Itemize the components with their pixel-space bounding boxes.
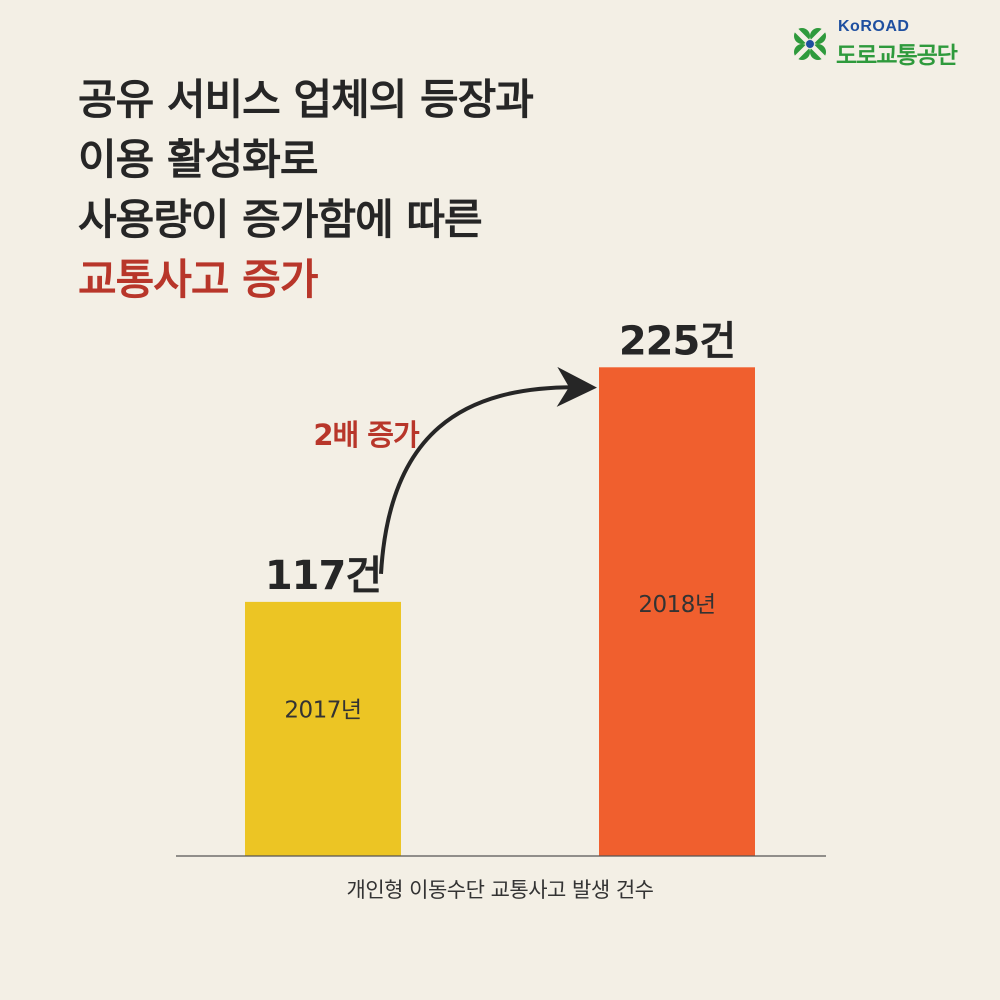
headline-line-1: 공유 서비스 업체의 등장과 [78, 75, 534, 124]
clover-logo-icon [794, 28, 826, 60]
bar-value-label: 117건 [265, 553, 381, 599]
headline: 공유 서비스 업체의 등장과 이용 활성화로 사용량이 증가함에 따른 교통사고… [78, 70, 758, 310]
koroad-logo: KoROAD 도로교통공단 [788, 12, 988, 69]
chart-caption: 개인형 이동수단 교통사고 발생 건수 [346, 878, 655, 902]
headline-line-2: 이용 활성화로 [78, 135, 318, 184]
bar-2018년 [599, 367, 755, 856]
headline-line-3: 사용량이 증가함에 따른 [78, 195, 483, 244]
bar-value-label: 225건 [619, 318, 735, 364]
increase-arrow [379, 366, 597, 574]
bar-category-label: 2018년 [638, 592, 715, 618]
bar-2017년 [245, 601, 401, 856]
bar-category-label: 2017년 [284, 698, 361, 724]
increase-annotation: 2배 증가 [313, 418, 420, 452]
logo-korean-text: 도로교통공단 [836, 43, 958, 69]
logo-english-text: KoROAD [838, 18, 910, 35]
headline-highlight: 교통사고 증가 [78, 255, 318, 304]
